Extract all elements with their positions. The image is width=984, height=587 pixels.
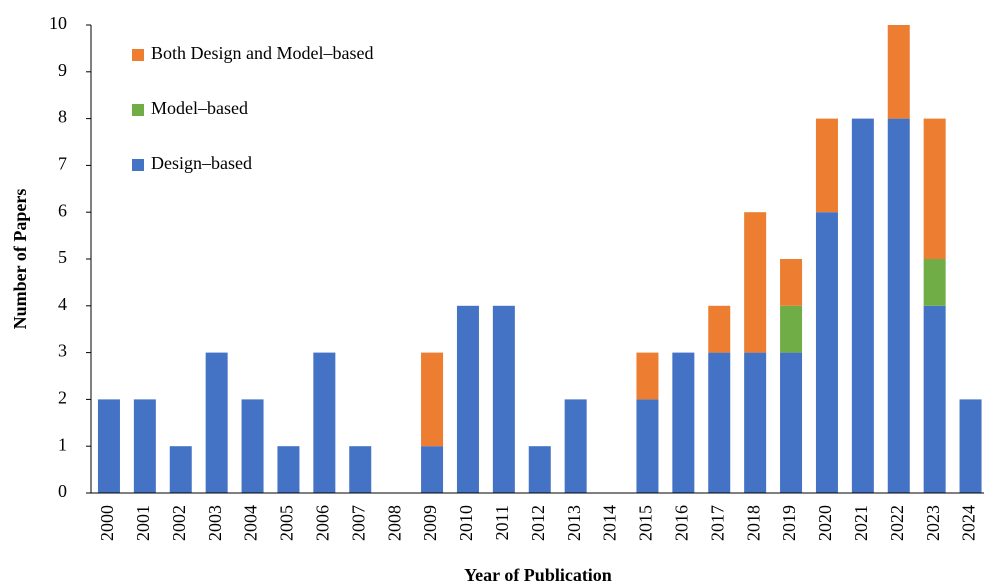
bar-segment: [959, 399, 982, 493]
bar-segment: [636, 352, 659, 400]
y-tick-label: 6: [58, 200, 67, 220]
y-axis-title: Number of Papers: [10, 189, 30, 330]
legend-swatch: [132, 104, 144, 116]
x-tick-label: 2015: [636, 505, 656, 541]
bar-segment: [780, 305, 803, 353]
bar-segment: [708, 305, 731, 353]
bar-segment: [205, 352, 228, 493]
legend-label: Model–based: [151, 98, 248, 118]
legend-swatch: [132, 49, 144, 61]
bar-segment: [887, 25, 910, 119]
x-tick-label: 2000: [97, 505, 117, 541]
x-tick-label: 2002: [169, 505, 189, 541]
legend-label: Both Design and Model–based: [151, 43, 373, 63]
x-tick-label: 2024: [959, 505, 979, 541]
x-tick-label: 2019: [779, 505, 799, 541]
bar-segment: [564, 399, 587, 493]
x-tick-label: 2009: [420, 505, 440, 541]
x-tick-label: 2014: [600, 505, 620, 541]
y-tick-label: 10: [49, 13, 67, 33]
x-tick-label: 2013: [564, 505, 584, 541]
x-tick-label: 2017: [707, 505, 727, 541]
bar-segment: [349, 446, 372, 493]
bar-segment: [421, 446, 444, 493]
legend-swatch: [132, 159, 144, 171]
bar-segment: [923, 259, 946, 306]
bar-segment: [744, 212, 767, 353]
x-tick-label: 2012: [528, 505, 548, 541]
x-tick-label: 2018: [743, 505, 763, 541]
bar-segment: [780, 259, 803, 306]
bar-segment: [923, 118, 946, 259]
bar-segment: [851, 118, 874, 493]
x-tick-label: 2020: [815, 505, 835, 541]
bar-segment: [456, 305, 479, 493]
x-tick-label: 2003: [205, 505, 225, 541]
bar-segment: [421, 352, 444, 447]
bar-segment: [277, 446, 300, 493]
bar-segment: [780, 352, 803, 493]
x-tick-label: 2023: [923, 505, 943, 541]
bar-segment: [708, 352, 731, 493]
y-tick-label: 5: [58, 247, 67, 267]
bar-segment: [887, 118, 910, 493]
y-tick-label: 9: [58, 60, 67, 80]
x-tick-label: 2004: [241, 505, 261, 541]
bar-segment: [744, 352, 767, 493]
y-tick-label: 1: [58, 434, 67, 454]
bar-segment: [923, 305, 946, 493]
x-tick-label: 2010: [456, 505, 476, 541]
y-tick-label: 0: [58, 481, 67, 501]
bar-segment: [815, 118, 838, 213]
bar-segment: [169, 446, 192, 493]
bar-segment: [241, 399, 264, 493]
x-tick-label: 2006: [312, 505, 332, 541]
x-tick-label: 2022: [887, 505, 907, 541]
bar-segment: [636, 399, 659, 493]
bar-segment: [133, 399, 156, 493]
x-tick-label: 2005: [277, 505, 297, 541]
x-tick-label: 2016: [671, 505, 691, 541]
bar-segment: [492, 305, 515, 493]
bar-segment: [313, 352, 336, 493]
y-tick-label: 8: [58, 107, 67, 127]
x-tick-label: 2021: [851, 505, 871, 541]
x-axis-title: Year of Publication: [464, 565, 612, 585]
bar-segment: [815, 212, 838, 493]
x-tick-label: 2007: [348, 505, 368, 541]
y-tick-label: 4: [58, 294, 67, 314]
bar-segment: [528, 446, 551, 493]
legend-label: Design–based: [151, 153, 252, 173]
y-tick-label: 2: [58, 388, 67, 408]
bar-segment: [97, 399, 120, 493]
y-tick-label: 3: [58, 341, 67, 361]
x-tick-label: 2011: [492, 505, 512, 540]
y-tick-label: 7: [58, 154, 67, 174]
x-tick-label: 2001: [133, 505, 153, 541]
bar-segment: [672, 352, 695, 493]
x-tick-label: 2008: [384, 505, 404, 541]
